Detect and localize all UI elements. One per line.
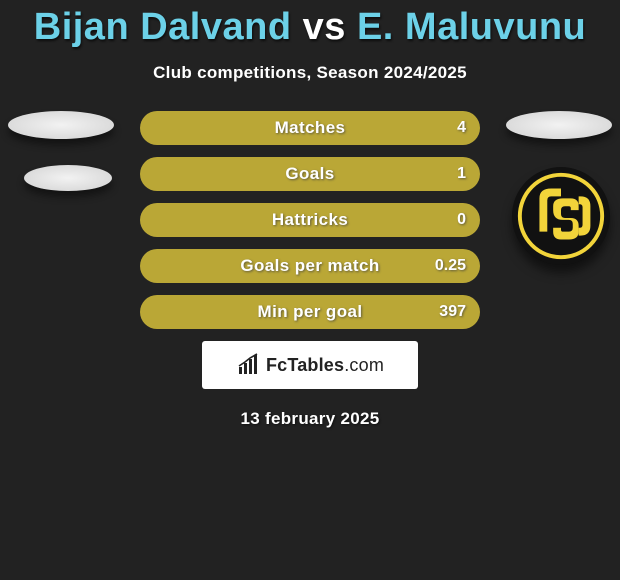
stats-stage: Matches 4 Goals 1 Hattricks 0 Goals per … (0, 111, 620, 429)
stat-rows: Matches 4 Goals 1 Hattricks 0 Goals per … (140, 111, 480, 329)
date-label: 13 february 2025 (0, 409, 620, 429)
ellipse-decoration (506, 111, 612, 139)
left-decorations (8, 111, 114, 191)
player-left-name: Bijan Dalvand (34, 6, 292, 48)
stat-label: Goals per match (240, 256, 379, 276)
comparison-title: Bijan Dalvand vs E. Maluvunu (0, 0, 620, 49)
brand-domain: .com (344, 355, 384, 375)
brand-watermark: FcTables.com (202, 341, 418, 389)
stat-row-hattricks: Hattricks 0 (140, 203, 480, 237)
stat-label: Goals (285, 164, 334, 184)
stat-row-matches: Matches 4 (140, 111, 480, 145)
brand-text: FcTables.com (266, 355, 384, 376)
stat-label: Min per goal (258, 302, 363, 322)
stat-label: Hattricks (272, 210, 348, 230)
right-decorations (506, 111, 612, 265)
stat-label: Matches (275, 118, 346, 138)
ellipse-decoration (8, 111, 114, 139)
club-badge (512, 167, 610, 265)
stat-right-value: 0 (457, 211, 466, 229)
stat-right-value: 4 (457, 119, 466, 137)
stat-right-value: 1 (457, 165, 466, 183)
stat-row-min-per-goal: Min per goal 397 (140, 295, 480, 329)
stat-right-value: 397 (439, 303, 466, 321)
bar-chart-icon (236, 353, 260, 377)
vs-separator: vs (303, 6, 346, 48)
brand-name: FcTables (266, 355, 344, 375)
ellipse-decoration (24, 165, 112, 191)
fc-schaffhausen-crest-icon (512, 167, 610, 265)
stat-row-goals: Goals 1 (140, 157, 480, 191)
subtitle: Club competitions, Season 2024/2025 (0, 63, 620, 83)
stat-row-goals-per-match: Goals per match 0.25 (140, 249, 480, 283)
stat-right-value: 0.25 (435, 257, 466, 275)
player-right-name: E. Maluvunu (357, 6, 586, 48)
